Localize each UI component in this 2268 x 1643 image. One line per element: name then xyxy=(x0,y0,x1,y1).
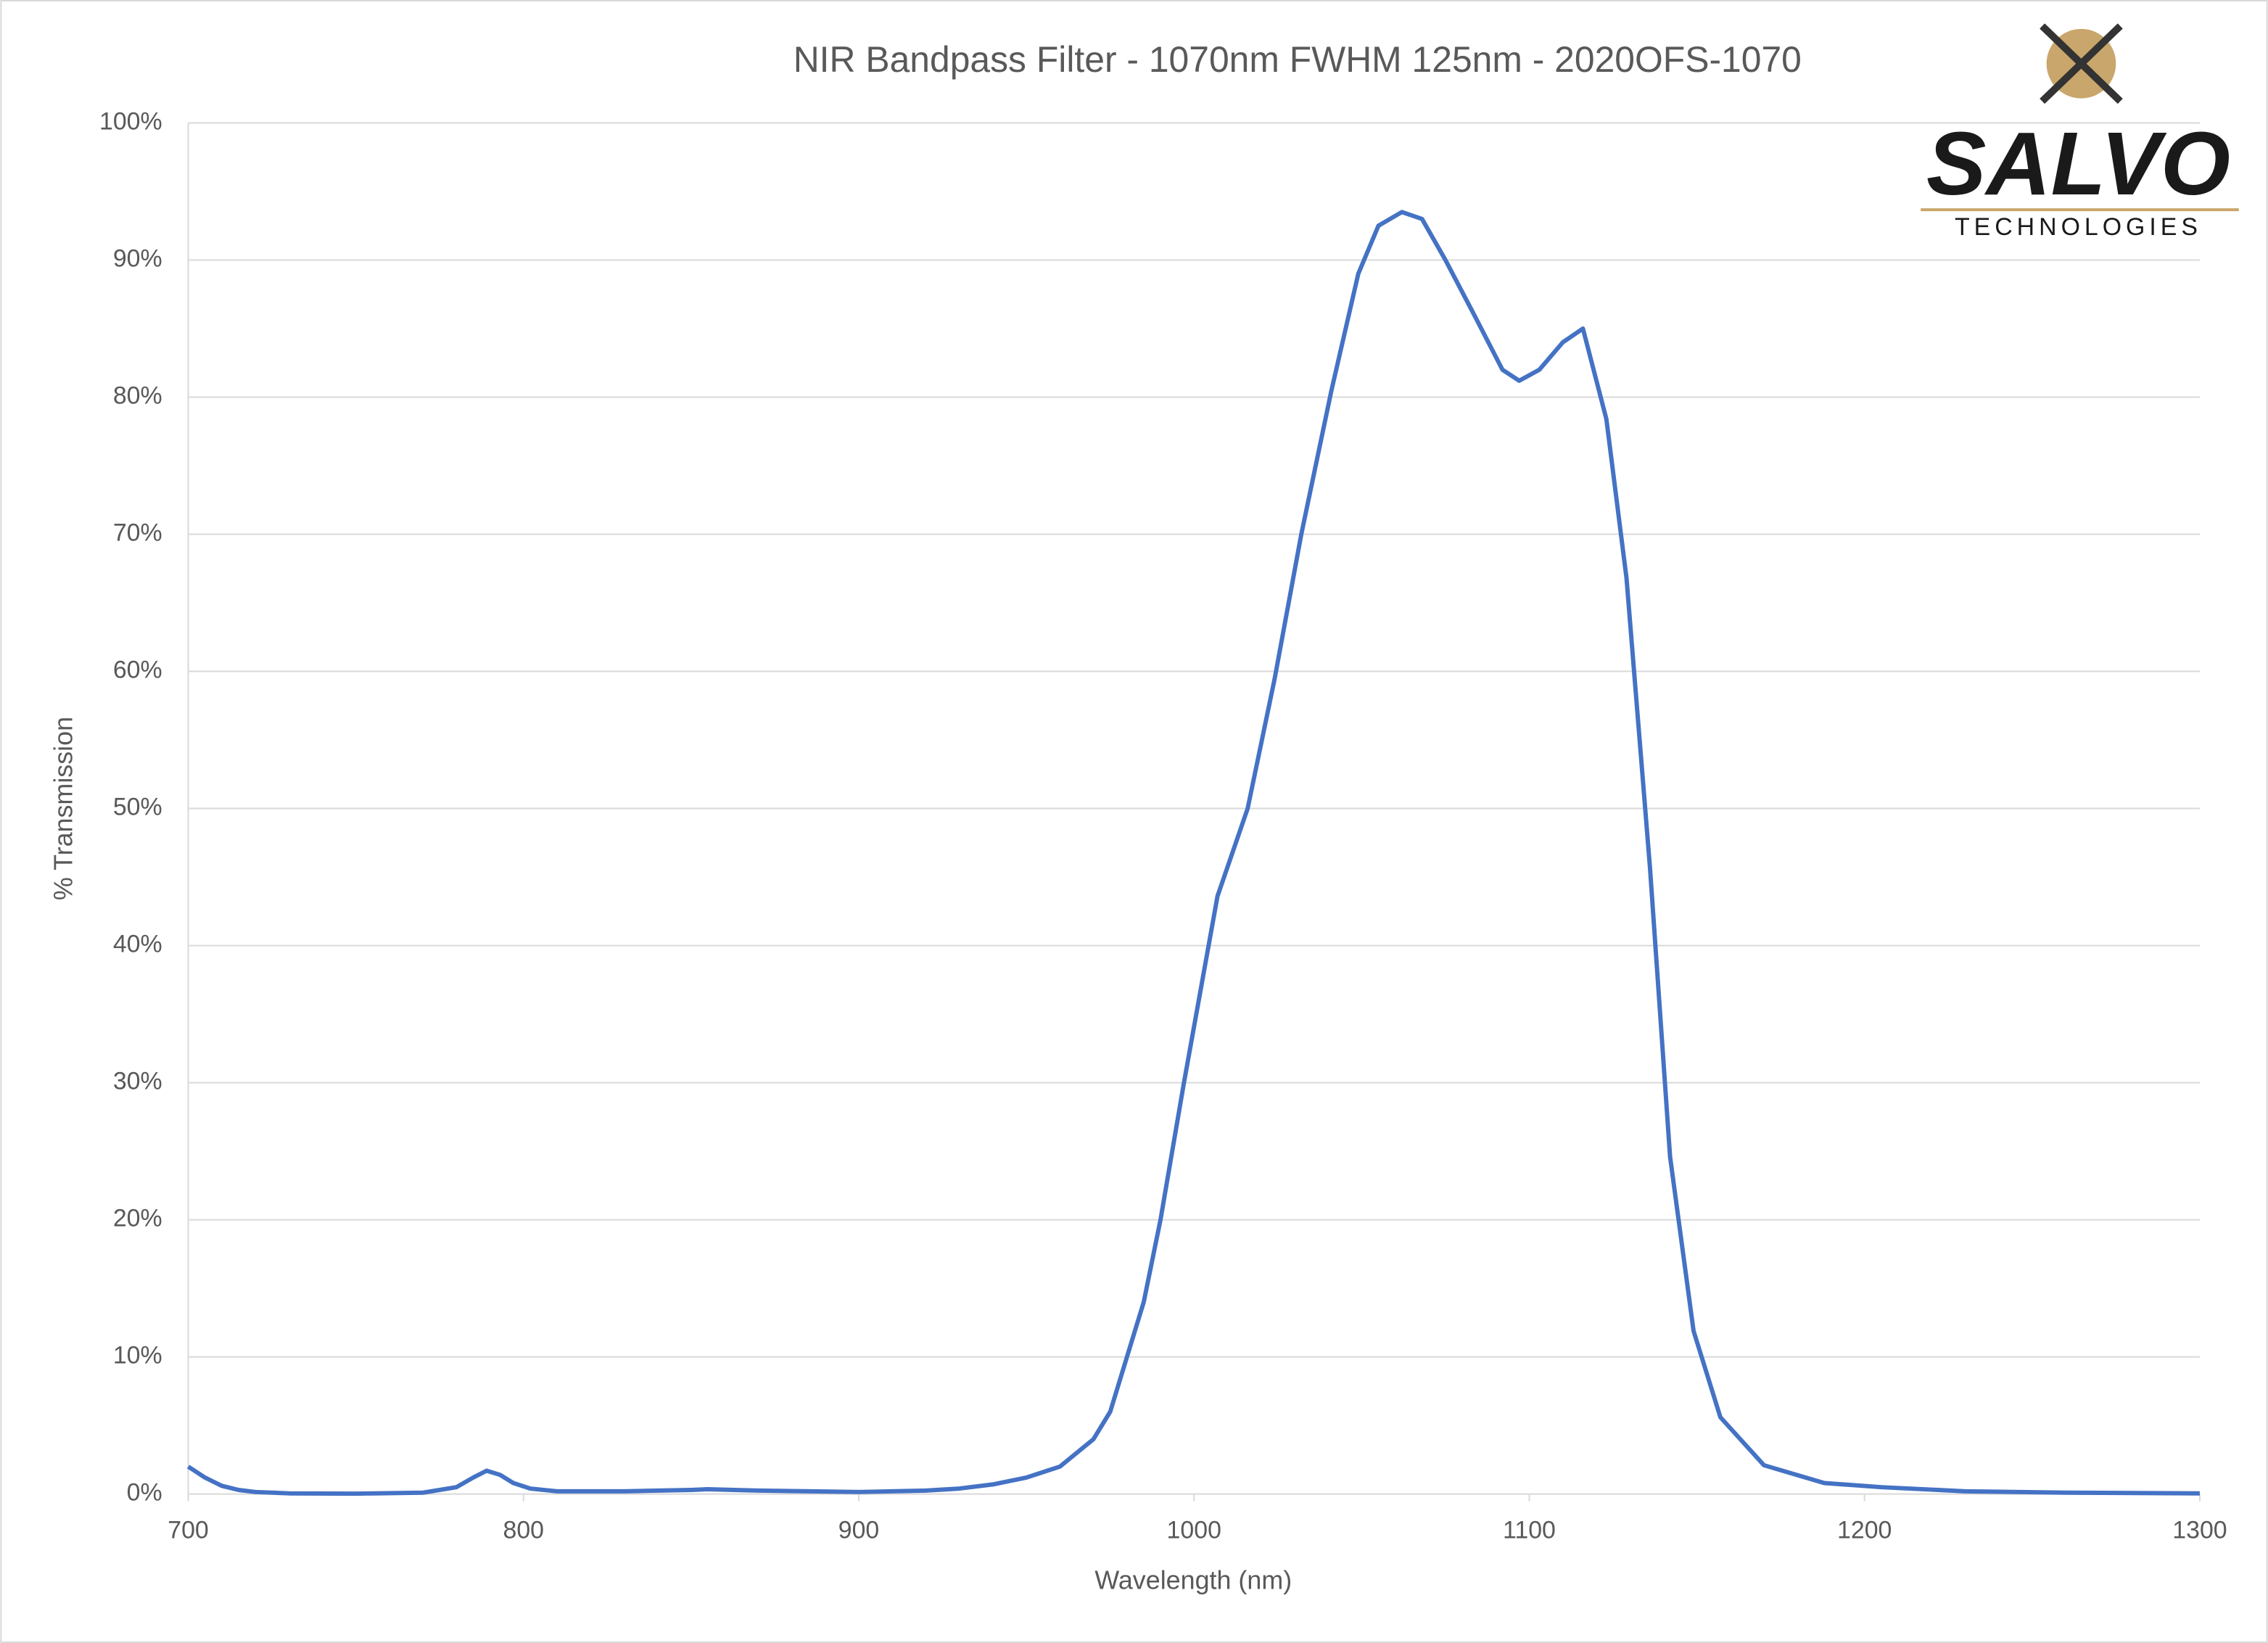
y-tick-label: 0% xyxy=(127,1479,162,1507)
logo-tagline: TECHNOLOGIES xyxy=(1955,213,2202,241)
y-tick-label: 20% xyxy=(113,1205,162,1232)
x-tick-label: 900 xyxy=(838,1516,880,1544)
x-axis-label: Wavelength (nm) xyxy=(1094,1566,1292,1595)
x-tick-label: 800 xyxy=(503,1516,545,1544)
y-tick-label: 70% xyxy=(113,519,162,546)
x-tick-label: 1300 xyxy=(2172,1516,2227,1544)
x-tick-label: 1100 xyxy=(1503,1516,1556,1544)
data-line xyxy=(186,210,2200,1496)
logo: SALVO TECHNOLOGIES xyxy=(1921,23,2239,241)
x-tick-label: 700 xyxy=(168,1516,209,1544)
logo-cross xyxy=(2040,23,2123,104)
y-axis-label: % Transmission xyxy=(49,717,78,900)
y-tick-label: 40% xyxy=(113,931,162,958)
y-tick-label: 30% xyxy=(113,1068,162,1095)
y-tick-label: 90% xyxy=(113,244,162,272)
y-tick-label: 80% xyxy=(113,382,162,409)
chart-title: NIR Bandpass Filter - 1070nm FWHM 125nm … xyxy=(793,39,1802,80)
y-tick-label: 10% xyxy=(113,1342,162,1370)
x-tick-label: 1000 xyxy=(1167,1516,1221,1544)
x-tick-label: 1200 xyxy=(1837,1516,1892,1544)
y-tick-label: 50% xyxy=(113,794,162,821)
logo-name: SALVO xyxy=(1926,114,2230,214)
y-tick-label: 100% xyxy=(99,107,162,135)
y-tick-label: 60% xyxy=(113,656,162,683)
